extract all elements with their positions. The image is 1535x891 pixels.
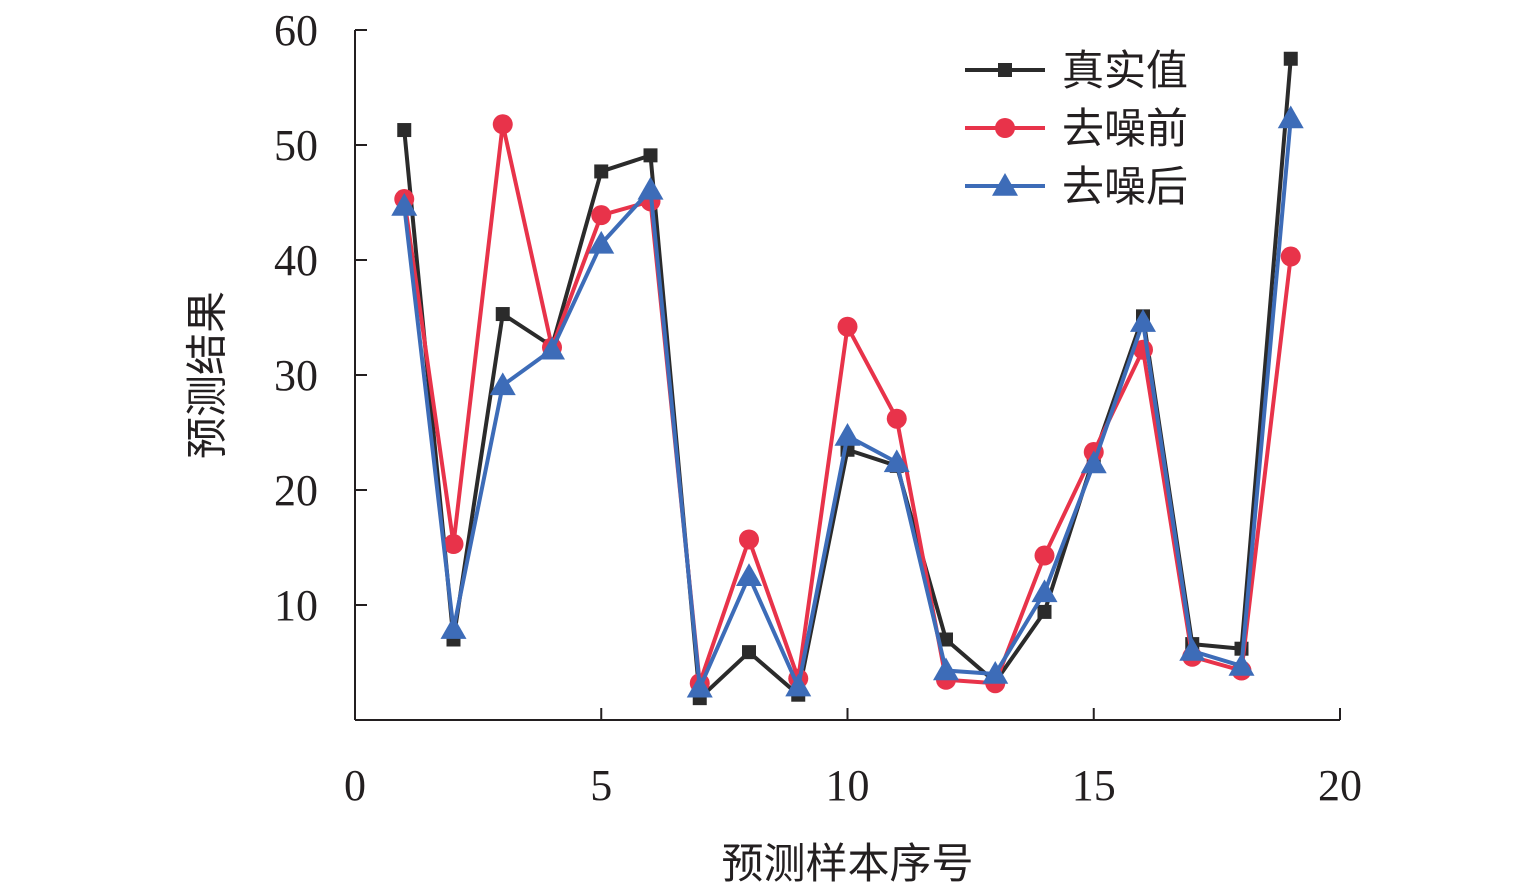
y-ticks: 10 20 30 40 50 60 xyxy=(274,6,367,630)
data-point xyxy=(834,422,861,446)
data-point xyxy=(1179,638,1206,661)
y-axis-title: 预测结果 xyxy=(183,291,232,459)
y-tick-label: 20 xyxy=(274,466,318,515)
legend-label: 真实值 xyxy=(1062,46,1188,95)
x-tick-label: 0 xyxy=(344,761,366,810)
data-point xyxy=(637,176,664,200)
y-tick-label: 10 xyxy=(274,581,318,630)
data-point xyxy=(939,632,953,647)
data-point xyxy=(539,336,565,360)
legend-entry: 去噪前 xyxy=(965,104,1188,153)
data-point xyxy=(1283,51,1298,66)
data-point xyxy=(594,164,609,179)
legend-label: 去噪前 xyxy=(1062,104,1188,153)
data-point xyxy=(397,123,412,138)
data-point xyxy=(785,673,812,697)
data-point xyxy=(883,449,910,473)
data-point xyxy=(736,563,762,586)
data-point xyxy=(643,148,658,163)
y-tick-label: 30 xyxy=(274,351,318,400)
legend-entry: 去噪后 xyxy=(965,162,1188,211)
series-layer xyxy=(391,51,1304,706)
data-point xyxy=(1277,105,1304,129)
data-point xyxy=(686,674,713,698)
series-line xyxy=(402,58,1293,701)
series-triangle xyxy=(391,105,1304,698)
data-point xyxy=(933,657,959,681)
y-tick-label: 50 xyxy=(274,121,318,170)
data-point xyxy=(495,307,510,322)
data-point xyxy=(489,372,516,396)
legend-label: 去噪后 xyxy=(1062,162,1188,211)
y-tick-label: 40 xyxy=(274,236,318,285)
data-point xyxy=(492,114,513,135)
data-point xyxy=(1130,309,1156,332)
data-point xyxy=(1228,652,1255,676)
data-point xyxy=(1037,604,1052,619)
data-point xyxy=(742,645,756,660)
x-tick-label: 5 xyxy=(590,761,612,810)
y-tick-label: 60 xyxy=(274,6,318,55)
data-point xyxy=(982,661,1009,684)
x-tick-label: 20 xyxy=(1318,761,1362,810)
data-point xyxy=(1280,246,1301,267)
data-point xyxy=(1080,450,1107,474)
data-point xyxy=(391,192,418,216)
data-point xyxy=(1034,545,1055,566)
legend-entry: 真实值 xyxy=(965,46,1188,95)
data-point xyxy=(886,408,907,429)
x-tick-label: 10 xyxy=(826,761,870,810)
data-point xyxy=(443,534,464,555)
x-tick-label: 15 xyxy=(1072,761,1116,810)
x-axis-title: 预测样本序号 xyxy=(721,839,973,888)
data-point xyxy=(440,616,467,639)
legend-marker xyxy=(995,118,1015,138)
legend-marker xyxy=(992,173,1018,196)
data-point xyxy=(1031,579,1058,603)
data-point xyxy=(591,205,612,226)
data-point xyxy=(837,316,858,337)
data-point xyxy=(739,529,759,550)
legend-marker xyxy=(998,63,1012,77)
x-ticks: 0 5 10 15 20 xyxy=(344,708,1362,810)
data-point xyxy=(588,230,615,254)
